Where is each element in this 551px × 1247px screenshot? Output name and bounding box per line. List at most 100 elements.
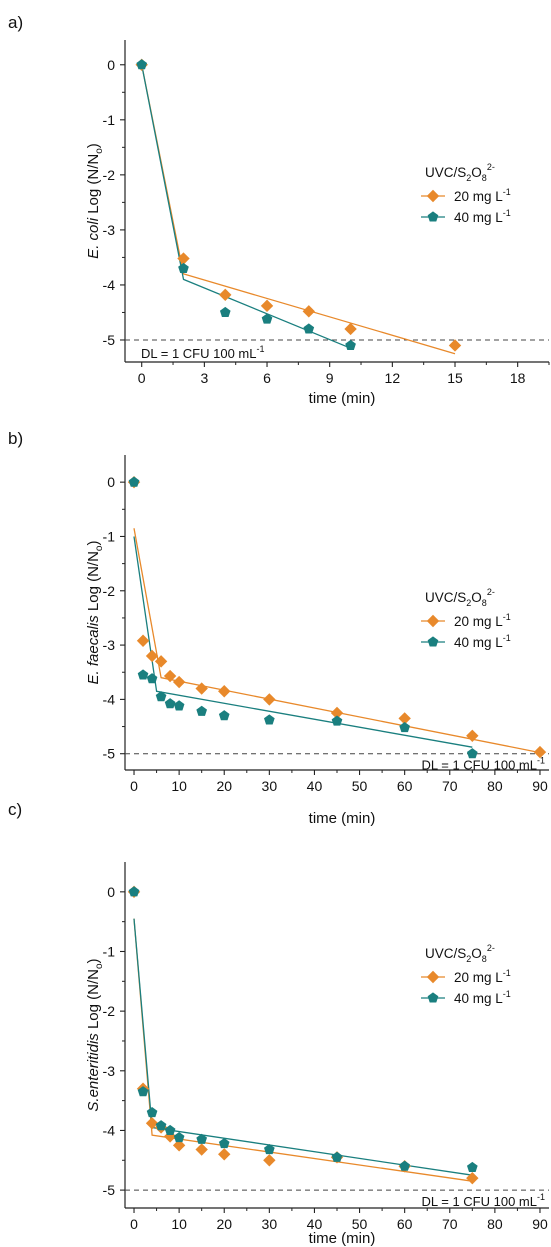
legend-marker: [426, 614, 440, 628]
data-point: [218, 1137, 230, 1149]
species-name: S.enteritidis: [85, 1033, 102, 1112]
y-tick-label: -5: [103, 332, 116, 348]
legend-entry-20mg: 20 mg L-1: [454, 612, 511, 629]
data-point: [466, 1161, 478, 1172]
y-tick-label: 0: [107, 474, 115, 490]
data-point: [399, 722, 410, 733]
legend-marker: [426, 970, 440, 984]
detection-limit-label: DL = 1 CFU 100 mL-1: [141, 344, 265, 361]
legend-entry-20mg: 20 mg L-1: [454, 187, 511, 204]
data-point: [128, 886, 140, 897]
legend-entry-40mg: 40 mg L-1: [454, 989, 511, 1006]
data-point: [163, 1130, 177, 1143]
legend: UVC/S2O82- 20 mg L-1 40 mg L-1: [421, 943, 511, 1006]
data-point: [302, 305, 316, 318]
data-point: [146, 673, 158, 684]
x-tick-label: 3: [200, 370, 208, 386]
y-tick-label: 0: [107, 57, 115, 73]
data-point: [173, 1132, 185, 1143]
data-point: [303, 323, 315, 334]
legend-title: UVC/S2O82-: [425, 587, 495, 608]
data-point: [219, 288, 232, 302]
y-axis-title-sub: o: [94, 545, 105, 551]
y-tick-label: -2: [103, 1003, 116, 1019]
data-point: [466, 1171, 479, 1185]
y-tick-label: -1: [103, 528, 116, 544]
y-axis-title-sub: o: [94, 148, 105, 154]
data-point: [218, 1148, 231, 1161]
panel-label: a): [8, 13, 23, 32]
x-tick-label: 60: [397, 1216, 413, 1232]
x-tick-label: 70: [442, 778, 458, 794]
y-tick-label: 0: [107, 884, 115, 900]
x-tick-label: 15: [447, 370, 463, 386]
detection-limit-label: DL = 1 CFU 100 mL-1: [422, 1192, 546, 1209]
x-tick-label: 90: [532, 1216, 548, 1232]
data-point: [466, 729, 479, 742]
x-tick-label: 6: [263, 370, 271, 386]
detection-limit-text: DL = 1 CFU 100 mL: [422, 758, 537, 773]
y-tick-label: -2: [103, 583, 116, 599]
x-axis-title: time (min): [309, 390, 376, 407]
legend-marker: [426, 189, 440, 203]
x-tick-label: 90: [532, 778, 548, 794]
data-point: [196, 1133, 208, 1144]
legend-entry-40mg: 40 mg L-1: [454, 208, 511, 225]
data-point: [154, 655, 168, 668]
data-point: [264, 1143, 275, 1155]
x-tick-label: 0: [130, 778, 138, 794]
y-axis-title: S.enteritidis Log (N/No): [85, 958, 105, 1111]
y-tick-label: -4: [103, 1122, 116, 1138]
detection-limit-text: DL = 1 CFU 100 mL: [141, 346, 256, 361]
x-tick-label: 12: [385, 370, 401, 386]
data-point: [399, 1160, 410, 1171]
y-tick-label: -1: [103, 943, 116, 959]
data-point: [195, 682, 208, 695]
data-point: [218, 685, 231, 698]
y-tick-label: -3: [103, 222, 116, 238]
x-tick-label: 9: [326, 370, 334, 386]
y-axis-title-text: Log (N/N: [85, 154, 102, 218]
data-point: [533, 745, 547, 759]
data-point: [345, 339, 356, 351]
data-point: [136, 634, 150, 647]
x-axis-title: time (min): [309, 810, 376, 827]
x-tick-label: 50: [352, 1216, 368, 1232]
species-name: E. coli: [85, 217, 102, 259]
x-tick-label: 10: [171, 1216, 187, 1232]
data-point: [448, 339, 462, 352]
fit-line-20mg: [133, 918, 473, 1182]
x-tick-label: 70: [442, 1216, 458, 1232]
x-tick-label: 20: [216, 1216, 232, 1232]
data-point: [155, 1120, 167, 1131]
legend-title: UVC/S2O82-: [425, 943, 495, 964]
series-40mg: [128, 476, 478, 759]
y-tick-label: -4: [103, 691, 116, 707]
legend-marker: [427, 211, 439, 222]
x-tick-label: 30: [262, 778, 278, 794]
panel-label: b): [8, 429, 23, 448]
data-point: [164, 1124, 176, 1135]
y-tick-label: -3: [103, 637, 116, 653]
data-point: [330, 706, 344, 720]
data-point: [145, 1117, 159, 1130]
detection-limit-label: DL = 1 CFU 100 mL-1: [422, 756, 546, 773]
x-tick-label: 60: [397, 778, 413, 794]
legend-marker: [427, 636, 439, 647]
x-tick-label: 0: [138, 370, 146, 386]
series-40mg: [136, 59, 356, 351]
fit-line-20mg: [141, 64, 456, 355]
fit-line-40mg: [141, 64, 351, 349]
x-tick-label: 50: [352, 778, 368, 794]
x-tick-label: 20: [216, 778, 232, 794]
legend-entry-40mg: 40 mg L-1: [454, 633, 511, 650]
legend-marker: [427, 992, 439, 1003]
data-point: [173, 700, 185, 711]
data-point: [219, 306, 231, 317]
legend: UVC/S2O82- 20 mg L-1 40 mg L-1: [421, 162, 511, 225]
x-tick-label: 80: [487, 1216, 503, 1232]
data-point: [155, 691, 167, 702]
x-axis-title: time (min): [309, 1230, 376, 1247]
data-point: [196, 705, 208, 716]
